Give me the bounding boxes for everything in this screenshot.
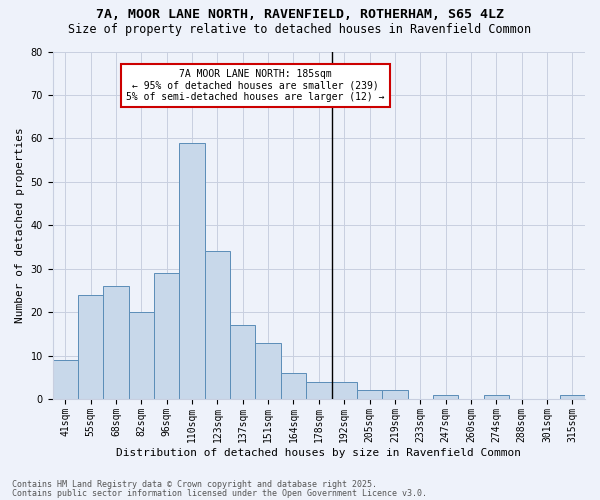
Bar xyxy=(205,252,230,399)
Y-axis label: Number of detached properties: Number of detached properties xyxy=(15,128,25,323)
Bar xyxy=(179,142,205,399)
Text: Contains HM Land Registry data © Crown copyright and database right 2025.: Contains HM Land Registry data © Crown c… xyxy=(12,480,377,489)
Bar xyxy=(433,394,458,399)
Text: Contains public sector information licensed under the Open Government Licence v3: Contains public sector information licen… xyxy=(12,488,427,498)
Bar xyxy=(357,390,382,399)
Bar xyxy=(53,360,78,399)
Bar xyxy=(281,373,306,399)
Bar xyxy=(129,312,154,399)
Text: 7A MOOR LANE NORTH: 185sqm
← 95% of detached houses are smaller (239)
5% of semi: 7A MOOR LANE NORTH: 185sqm ← 95% of deta… xyxy=(126,69,385,102)
Bar xyxy=(154,273,179,399)
Bar xyxy=(484,394,509,399)
Bar xyxy=(382,390,407,399)
Bar xyxy=(256,342,281,399)
Bar xyxy=(230,325,256,399)
Bar xyxy=(560,394,585,399)
Bar xyxy=(306,382,332,399)
Bar xyxy=(78,295,103,399)
X-axis label: Distribution of detached houses by size in Ravenfield Common: Distribution of detached houses by size … xyxy=(116,448,521,458)
Text: Size of property relative to detached houses in Ravenfield Common: Size of property relative to detached ho… xyxy=(68,22,532,36)
Bar xyxy=(332,382,357,399)
Bar xyxy=(103,286,129,399)
Text: 7A, MOOR LANE NORTH, RAVENFIELD, ROTHERHAM, S65 4LZ: 7A, MOOR LANE NORTH, RAVENFIELD, ROTHERH… xyxy=(96,8,504,20)
